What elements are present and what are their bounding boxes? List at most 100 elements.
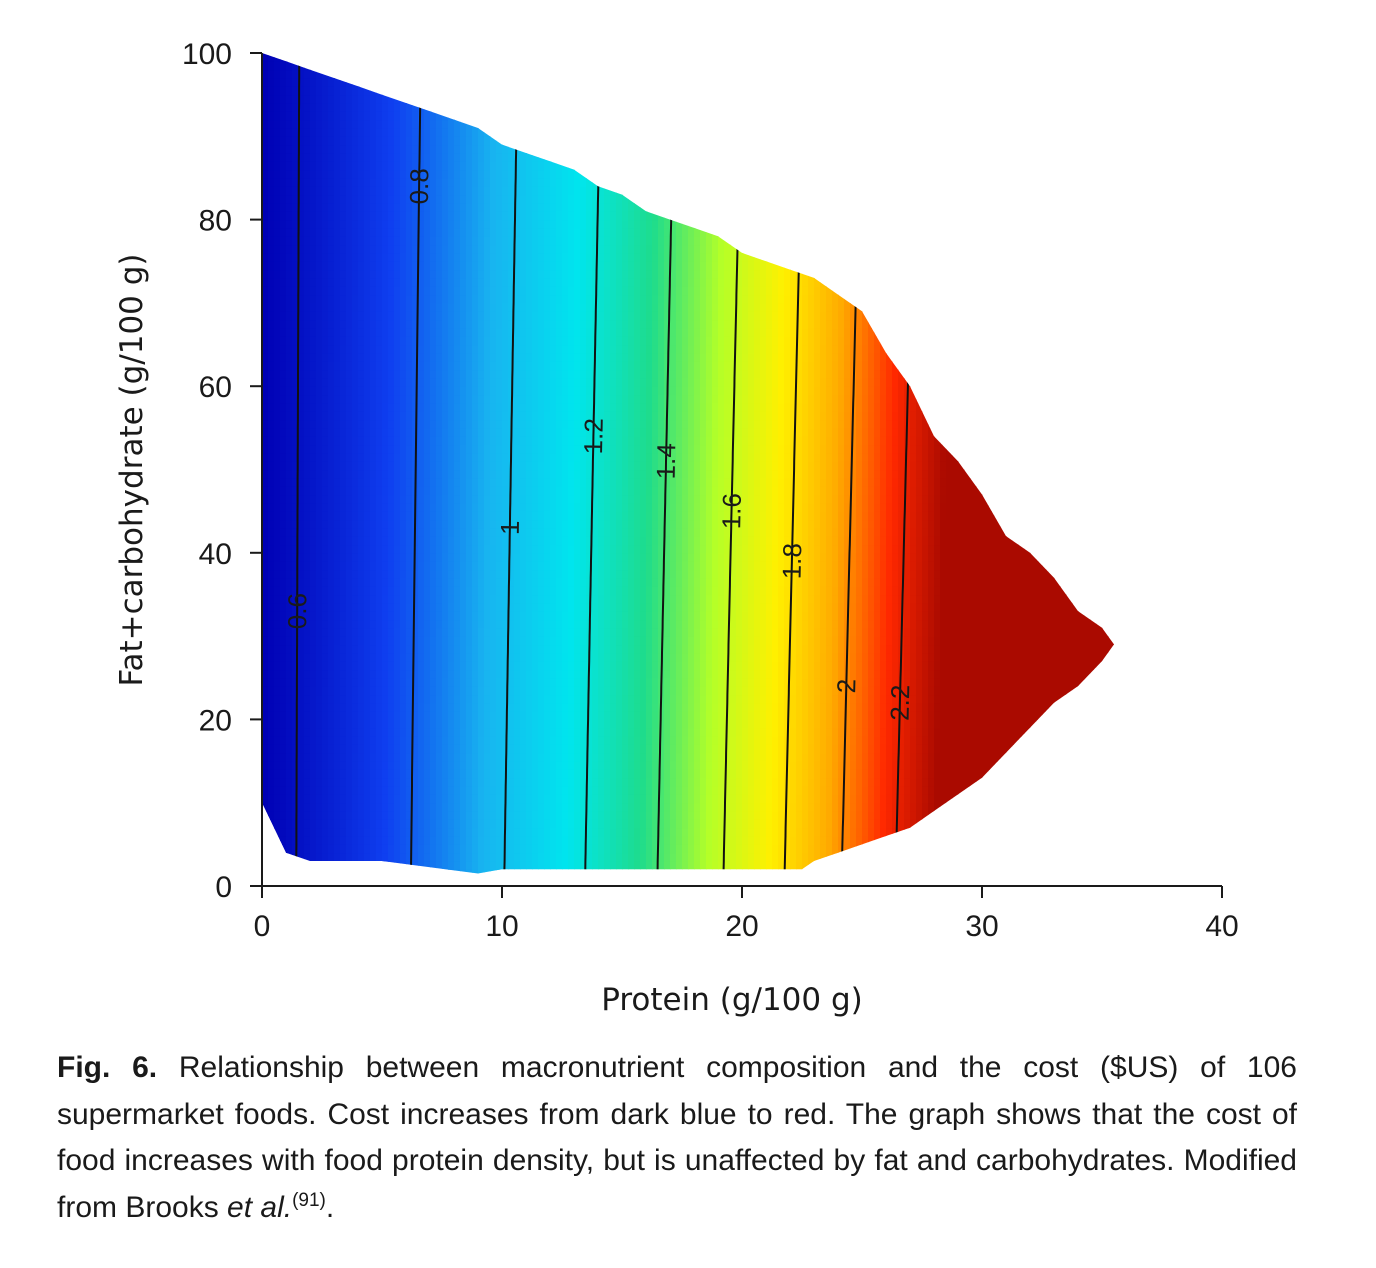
- heat-cell: [340, 377, 347, 387]
- heat-cell: [526, 769, 533, 779]
- heat-cell: [418, 752, 425, 762]
- heat-cell: [358, 536, 365, 546]
- heat-cell: [400, 294, 407, 304]
- heat-cell: [472, 294, 479, 304]
- heat-cell: [358, 844, 365, 854]
- heat-cell: [292, 677, 299, 687]
- heat-cell: [496, 844, 503, 854]
- heat-cell: [394, 661, 401, 671]
- heat-cell: [394, 394, 401, 404]
- heat-cell: [424, 236, 431, 246]
- heat-cell: [436, 111, 443, 121]
- heat-cell: [334, 94, 341, 104]
- heat-cell: [388, 294, 395, 304]
- heat-cell: [484, 386, 491, 396]
- heat-cell: [436, 836, 443, 845]
- heat-cell: [304, 561, 311, 571]
- heat-cell: [268, 361, 275, 371]
- heat-cell: [364, 294, 371, 304]
- heat-cell: [448, 652, 455, 662]
- heat-cell: [526, 244, 533, 254]
- heat-cell: [550, 586, 557, 596]
- heat-cell: [436, 677, 443, 687]
- heat-cell: [532, 211, 539, 221]
- heat-cell: [544, 344, 551, 354]
- heat-cell: [538, 744, 545, 754]
- heat-cell: [532, 194, 539, 204]
- heat-cell: [424, 552, 431, 562]
- heat-cell: [358, 61, 365, 71]
- heat-cell: [322, 586, 329, 596]
- heat-cell: [388, 69, 395, 79]
- heat-cell: [490, 186, 497, 196]
- heat-cell: [490, 861, 497, 870]
- heat-cell: [304, 827, 311, 837]
- heat-cell: [286, 719, 293, 729]
- heat-cell: [550, 427, 557, 437]
- heat-cell: [328, 377, 335, 387]
- heat-cell: [508, 527, 515, 537]
- heat-cell: [298, 352, 305, 362]
- heat-cell: [364, 702, 371, 712]
- heat-cell: [388, 669, 395, 679]
- heat-cell: [376, 486, 383, 496]
- heat-cell: [376, 811, 383, 820]
- heat-cell: [490, 144, 497, 154]
- heat-cell: [538, 419, 545, 429]
- heat-cell: [424, 311, 431, 321]
- heat-cell: [292, 661, 299, 671]
- heat-cell: [466, 136, 473, 146]
- heat-cell: [502, 244, 509, 254]
- heat-cell: [292, 202, 299, 212]
- heat-cell: [268, 486, 275, 496]
- heat-cell: [328, 352, 335, 362]
- heat-cell: [436, 819, 443, 829]
- heat-cell: [478, 844, 485, 854]
- heat-cell: [352, 53, 359, 62]
- heat-cell: [418, 869, 425, 874]
- heat-cell: [316, 244, 323, 254]
- heat-cell: [430, 552, 437, 562]
- heat-cell: [454, 377, 461, 387]
- heat-cell: [322, 161, 329, 171]
- heat-cell: [478, 536, 485, 546]
- heat-cell: [448, 61, 455, 71]
- heat-cell: [472, 694, 479, 704]
- heat-cell: [310, 411, 317, 421]
- heat-cell: [376, 644, 383, 654]
- heat-cell: [502, 236, 509, 246]
- heat-cell: [556, 802, 563, 812]
- heat-cell: [364, 869, 371, 874]
- heat-cell: [376, 202, 383, 212]
- heat-cell: [460, 727, 467, 737]
- heat-cell: [376, 711, 383, 720]
- heat-cell: [448, 519, 455, 529]
- heat-cell: [376, 211, 383, 221]
- heat-cell: [436, 269, 443, 279]
- heat-cell: [418, 611, 425, 621]
- heat-cell: [538, 411, 545, 421]
- heat-cell: [556, 594, 563, 604]
- heat-cell: [484, 477, 491, 487]
- heat-cell: [400, 53, 407, 62]
- heat-cell: [526, 61, 533, 71]
- heat-cell: [340, 386, 347, 396]
- heat-cell: [526, 677, 533, 687]
- heat-cell: [322, 861, 329, 870]
- heat-cell: [454, 411, 461, 421]
- heat-cell: [340, 69, 347, 79]
- heat-cell: [490, 844, 497, 854]
- heat-cell: [394, 377, 401, 387]
- heat-cell: [508, 269, 515, 279]
- heat-cell: [340, 119, 347, 129]
- heat-cell: [340, 369, 347, 379]
- heat-cell: [508, 169, 515, 179]
- heat-cell: [334, 777, 341, 787]
- heat-cell: [502, 477, 509, 487]
- heat-cell: [370, 786, 377, 795]
- heat-cell: [424, 619, 431, 629]
- heat-cell: [400, 494, 407, 504]
- heat-cell: [298, 686, 305, 696]
- heat-cell: [346, 461, 353, 471]
- heat-cell: [466, 327, 473, 337]
